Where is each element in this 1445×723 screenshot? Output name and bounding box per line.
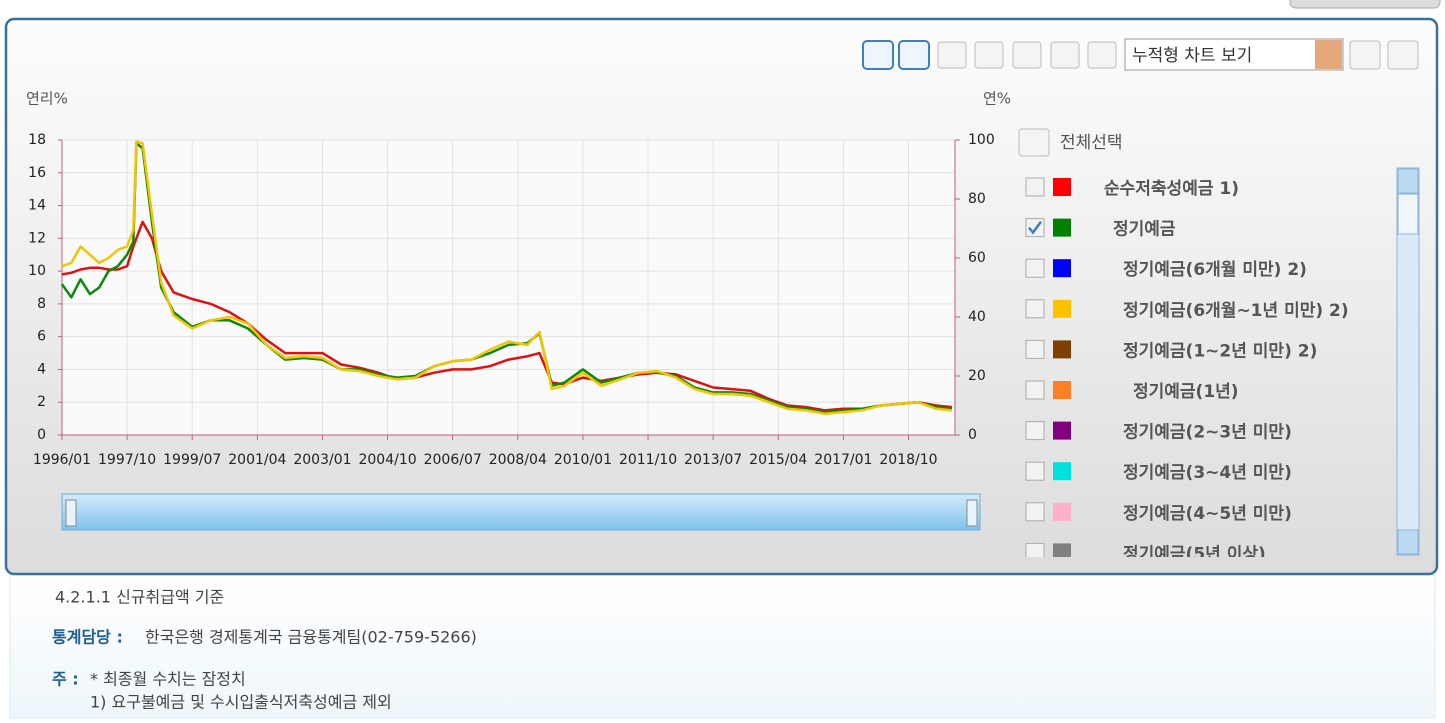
y-axis-label: 연리% [26,90,68,108]
hbar-button[interactable] [1050,41,1080,69]
checkbox[interactable] [1025,218,1045,238]
y-tick-label: 12 [28,230,46,246]
dropdown-text: 누적형 차트 보기 [1132,46,1252,66]
x-tick-label: 2003/01 [293,452,351,468]
x-tick-label: 2008/04 [489,452,547,468]
checkbox[interactable] [1025,177,1045,197]
x-tick-label: 2017/01 [814,452,872,468]
x-tick-label: 2018/10 [879,452,937,468]
line-button-2[interactable] [937,41,967,69]
select-all-text[interactable]: 전체선택 [1060,133,1123,153]
contact-text: 한국은행 경제통계국 금융통계팀(02-759-5266) [145,628,477,647]
footer-bg [9,574,1436,723]
note: * 최종월 수치는 잠정치 [90,670,246,689]
legend-swatch [1053,178,1071,196]
legend-text[interactable]: 정기예금(5년 이상) [1123,544,1266,564]
x-tick-label: 2011/10 [619,452,677,468]
legend-text[interactable]: 정기예금(2~3년 미만) [1123,423,1292,443]
x-tick-label: 2013/07 [684,452,742,468]
x-tick-label: 2004/10 [358,452,416,468]
y-tick-label: 10 [28,263,46,279]
scroll-thumb[interactable] [1397,193,1419,235]
y2-tick-label: 40 [968,309,986,325]
dropdown-arrow[interactable] [1315,40,1342,69]
x-tick-label: 1997/10 [98,452,156,468]
scroll-up[interactable] [1397,168,1419,194]
series-line [61,220,953,412]
top-tab[interactable] [1289,0,1441,9]
checkbox[interactable] [1025,258,1045,278]
y-tick-label: 4 [37,361,46,377]
checkbox[interactable] [1025,339,1045,359]
legend-text[interactable]: 순수저축성예금 1) [1104,179,1239,199]
scrollbar[interactable] [1396,167,1420,556]
legend-swatch [1053,502,1071,521]
legend-swatch [1053,421,1071,440]
slider-handle[interactable] [966,499,978,527]
bar-button-2[interactable] [1012,41,1042,69]
toolbar: 누적형 차트 보기 [862,38,1419,71]
y-tick-label: 14 [28,198,46,214]
y-tick-label: 6 [37,329,46,345]
checkbox[interactable] [1025,461,1045,481]
legend-text[interactable]: 정기예금 [1113,220,1176,240]
plot-area [61,139,956,436]
x-tick-label: 2001/04 [228,452,286,468]
legend-swatch [1053,340,1071,359]
legend-text[interactable]: 정기예금(1년) [1133,382,1239,402]
y-tick-label: 8 [37,296,46,312]
y2-tick-label: 100 [968,132,995,148]
y2-tick-label: 0 [968,427,977,443]
dropdown[interactable] [1124,38,1344,71]
checkbox[interactable] [1025,380,1045,400]
note-label: 주 : [52,670,79,689]
scroll-down[interactable] [1397,529,1419,555]
save-button[interactable] [1349,40,1381,70]
list-button[interactable] [862,40,894,70]
hbar-button-2[interactable] [1087,41,1117,69]
checkbox[interactable] [1025,421,1045,441]
contact-label: 통계담당 : [52,628,123,647]
x-tick-label: 1999/07 [163,452,221,468]
y-tick-label: 18 [28,132,46,148]
legend-text[interactable]: 정기예금(3~4년 미만) [1123,463,1292,483]
legend-text[interactable]: 정기예금(6개월 미만) 2) [1123,260,1307,280]
legend-text[interactable]: 정기예금(1~2년 미만) 2) [1123,341,1317,361]
slider-handle[interactable] [65,499,77,527]
x-tick-label: 2006/07 [424,452,482,468]
y-tick-label: 2 [37,394,46,410]
x-tick-label: 1996/01 [33,452,91,468]
checkmark [1028,220,1043,235]
x-tick-label: 2010/01 [554,452,612,468]
legend-swatch [1053,543,1071,557]
legend-swatch [1053,299,1071,318]
checkbox[interactable] [1025,299,1045,319]
select-all-button[interactable] [1018,128,1050,157]
line-button[interactable] [898,40,930,70]
y2-axis-label: 연% [983,90,1011,108]
x-tick-label: 2015/04 [749,452,807,468]
y-tick-label: 16 [28,165,46,181]
series-line [61,140,953,415]
legend-swatch [1053,259,1071,278]
y2-tick-label: 60 [968,250,986,266]
range-slider[interactable] [61,493,981,531]
print-button[interactable] [1387,40,1419,70]
bar-button[interactable] [974,41,1004,69]
legend-swatch [1053,381,1071,399]
y-tick-label: 0 [37,427,46,443]
note: 1) 요구불예금 및 수시입출식저축성예금 제외 [90,693,392,712]
basis-text: 4.2.1.1 신규취급액 기준 [55,588,224,607]
y2-tick-label: 20 [968,368,986,384]
checkbox[interactable] [1025,542,1045,561]
legend-text[interactable]: 정기예금(4~5년 미만) [1123,504,1292,524]
legend-swatch [1053,218,1071,237]
legend-text[interactable]: 정기예금(6개월~1년 미만) 2) [1123,301,1349,321]
legend-swatch [1053,462,1071,481]
checkbox[interactable] [1025,502,1045,522]
y2-tick-label: 80 [968,191,986,207]
